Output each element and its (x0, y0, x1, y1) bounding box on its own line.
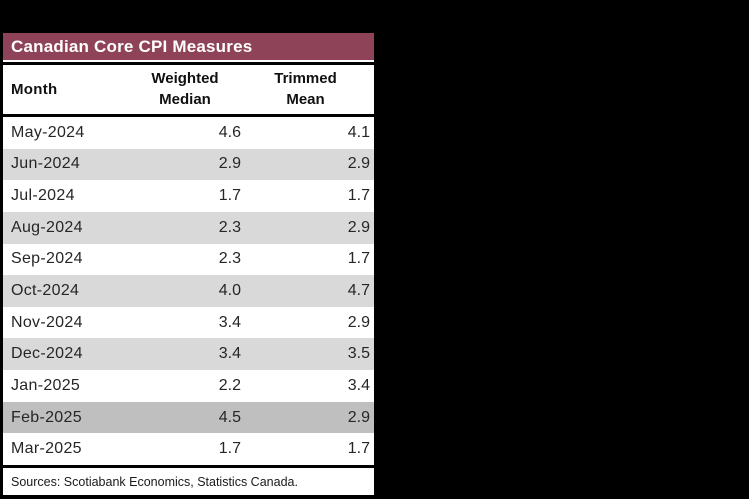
month-cell: May-2024 (11, 123, 85, 141)
column-header-trimmed-mean: Trimmed Mean (274, 70, 337, 108)
table-body: May-2024 4.6 4.1 Jun-2024 2.9 2.9 Jul-2024 1.7 1… (3, 117, 374, 465)
trimmed-mean-cell: 3.4 (347, 376, 370, 394)
trimmed-mean-cell: 4.1 (347, 123, 370, 141)
trimmed-mean-cell: 4.7 (347, 282, 370, 300)
source-note: Sources: Scotiabank Economics, Statistic… (3, 468, 374, 495)
table-row: Jun-2024 2.9 2.9 (3, 148, 374, 181)
trimmed-mean-cell: 3.5 (347, 345, 370, 363)
month-cell: Mar-2025 (11, 440, 82, 458)
divider-above-source (3, 465, 374, 468)
table-row: Jul-2024 1.7 1.7 (3, 180, 374, 212)
table-row: Feb-2025 4.5 2.9 (3, 401, 374, 434)
cpi-measures-table: Canadian Core CPI Measures Month Weighte… (1, 31, 376, 497)
weighted-median-cell: 2.3 (218, 218, 241, 236)
trimmed-mean-cell: 2.9 (347, 218, 370, 236)
month-cell: Jan-2025 (11, 376, 81, 394)
trimmed-mean-cell: 1.7 (347, 440, 370, 458)
weighted-median-cell: 2.2 (218, 376, 241, 394)
table-title: Canadian Core CPI Measures (11, 36, 253, 56)
table-title-bar: Canadian Core CPI Measures (3, 33, 374, 62)
table-row: Sep-2024 2.3 1.7 (3, 244, 374, 276)
table-row: Aug-2024 2.3 2.9 (3, 211, 374, 244)
weighted-median-cell: 4.5 (218, 408, 241, 426)
table-row: Oct-2024 4.0 4.7 (3, 275, 374, 307)
month-cell: Dec-2024 (11, 345, 83, 363)
month-cell: Oct-2024 (11, 282, 80, 300)
divider-below-title (3, 62, 374, 65)
column-header-weighted-median: Weighted Median (151, 70, 219, 108)
month-cell: Feb-2025 (11, 408, 82, 426)
weighted-median-cell: 2.3 (218, 250, 241, 268)
weighted-median-cell: 2.9 (218, 155, 241, 173)
month-cell: Sep-2024 (11, 250, 83, 268)
table-row: Mar-2025 1.7 1.7 (3, 433, 374, 465)
month-cell: Jun-2024 (11, 155, 81, 173)
trimmed-mean-cell: 2.9 (347, 155, 370, 173)
weighted-median-cell: 3.4 (218, 345, 241, 363)
table-row: May-2024 4.6 4.1 (3, 117, 374, 149)
table-row: Jan-2025 2.2 3.4 (3, 370, 374, 402)
trimmed-mean-cell: 1.7 (347, 187, 370, 205)
trimmed-mean-cell: 1.7 (347, 250, 370, 268)
column-header-month: Month (11, 81, 58, 98)
weighted-median-cell: 4.0 (218, 282, 241, 300)
trimmed-mean-cell: 2.9 (347, 313, 370, 331)
month-cell: Nov-2024 (11, 313, 83, 331)
weighted-median-cell: 4.6 (218, 123, 241, 141)
weighted-median-cell: 1.7 (218, 440, 241, 458)
month-cell: Jul-2024 (11, 187, 75, 205)
weighted-median-cell: 3.4 (218, 313, 241, 331)
trimmed-mean-cell: 2.9 (347, 408, 370, 426)
table-row: Nov-2024 3.4 2.9 (3, 307, 374, 339)
weighted-median-cell: 1.7 (218, 187, 241, 205)
table-header-row: Month Weighted Median Trimmed Mean (3, 65, 374, 117)
month-cell: Aug-2024 (11, 218, 83, 236)
table-row: Dec-2024 3.4 3.5 (3, 338, 374, 371)
